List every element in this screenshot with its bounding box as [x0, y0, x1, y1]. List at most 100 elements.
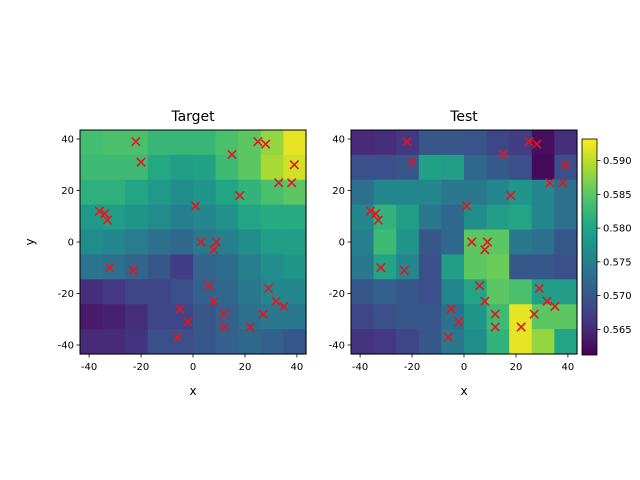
test-heatmap-cell — [396, 279, 420, 305]
target-heatmap-cell — [80, 229, 104, 256]
test-title: Test — [449, 109, 478, 125]
test-heatmap-cell — [441, 279, 465, 305]
target-heatmap-cell — [170, 204, 194, 231]
target-heatmap-cell — [283, 329, 307, 355]
test-sample-marker — [516, 322, 526, 332]
test-heatmap-cell — [351, 254, 375, 280]
colorbar-tick-label: 0.590 — [603, 156, 632, 167]
target-x-tick-label: 40 — [291, 362, 304, 373]
test-heatmap-cell — [531, 154, 555, 181]
target-sample-marker — [219, 322, 229, 332]
test-heatmap-cell — [464, 229, 488, 256]
target-sample-marker — [183, 317, 193, 327]
test-heatmap-cell — [464, 254, 488, 280]
colorbar-gradient — [581, 138, 598, 356]
target-sample-marker — [131, 136, 141, 147]
target-sample-marker — [227, 149, 237, 160]
target-sample-marker — [203, 281, 214, 291]
target-heatmap-cell — [238, 130, 262, 156]
test-heatmap-cell — [373, 254, 397, 280]
target-heatmap-cell — [80, 304, 104, 330]
target-heatmap-cell — [283, 279, 307, 305]
test-sample-marker — [376, 262, 386, 273]
target-heatmap-cell — [238, 229, 262, 256]
colorbar-tick-label: 0.565 — [603, 325, 632, 336]
target-sample-marker — [271, 296, 281, 306]
target-x-tick-label: 0 — [190, 362, 196, 373]
target-sample-marker — [245, 322, 255, 332]
test-heatmap-cell — [531, 254, 555, 280]
test-heatmap-cell — [418, 279, 442, 305]
test-heatmap-cell — [509, 329, 533, 355]
test-heatmap-cell — [554, 304, 578, 330]
test-heatmap-cell — [554, 154, 578, 181]
target-heatmap-cell — [170, 130, 194, 156]
target-heatmap-cell — [125, 279, 149, 305]
target-heatmap-cell — [102, 154, 126, 181]
test-sample-marker — [490, 322, 500, 332]
test-heatmap-cell — [351, 279, 375, 305]
test-heatmap-cell — [441, 229, 465, 256]
target-heatmap-cell — [283, 130, 307, 156]
test-heatmap-cell — [509, 130, 533, 156]
target-heatmap-cell — [283, 179, 307, 206]
target-heatmap-cell — [80, 279, 104, 305]
target-y-tick-label: -40 — [58, 341, 74, 352]
target-heatmap-cell — [147, 229, 171, 256]
test-heatmap-cell — [531, 130, 555, 156]
target-sample-marker — [260, 139, 271, 149]
test-heatmap-cell — [373, 204, 397, 231]
target-heatmap-cell — [125, 304, 149, 330]
test-x-tick-label: -20 — [404, 362, 420, 373]
target-heatmap-cell — [80, 204, 104, 231]
test-sample-marker — [461, 201, 472, 211]
test-heatmap-cell — [509, 204, 533, 231]
target-heatmap-cell — [283, 254, 307, 280]
target-heatmap-cell — [193, 130, 217, 156]
test-sample-marker — [498, 149, 508, 160]
test-sample-marker — [474, 281, 485, 291]
target-sample-marker — [175, 304, 185, 314]
target-sample-marker — [263, 283, 274, 294]
target-heatmap-cell — [102, 130, 126, 156]
test-heatmap-cell — [531, 304, 555, 330]
test-heatmap-cell — [464, 154, 488, 181]
target-heatmap-cell — [170, 154, 194, 181]
target-sample-marker — [172, 332, 183, 343]
test-heatmap-cell — [373, 279, 397, 305]
test-sample-marker — [373, 215, 384, 225]
target-heatmap-cell — [193, 329, 217, 355]
target-heatmap-cell — [215, 329, 239, 355]
target-heatmap-cell — [170, 254, 194, 280]
test-heatmap-cell — [509, 229, 533, 256]
colorbar-tick-label: 0.570 — [603, 291, 632, 302]
target-heatmap-cell — [260, 254, 284, 280]
test-heatmap-cell — [509, 179, 533, 206]
test-sample-marker — [490, 309, 500, 319]
target-heatmap-cell — [283, 229, 307, 256]
test-plot: Test x -40 -20 0 20 40 -40 -20 0 20 40 — [329, 109, 578, 398]
test-heatmap-cell — [486, 254, 510, 280]
test-heatmap-cell — [396, 179, 420, 206]
target-heatmap-cell — [260, 130, 284, 156]
test-heatmap-cell — [486, 130, 510, 156]
colorbar: 0.565 0.570 0.575 0.580 0.585 0.590 — [581, 138, 632, 356]
test-heatmap-cell — [418, 254, 442, 280]
target-sample-marker — [136, 157, 146, 167]
target-sample-marker — [209, 296, 219, 306]
test-heatmap-cell — [351, 329, 375, 355]
target-heatmap-cell — [215, 130, 239, 156]
test-heatmap-cell — [418, 154, 442, 181]
test-sample-marker — [482, 237, 493, 247]
test-heatmap-cell — [554, 254, 578, 280]
colorbar-tick-label: 0.585 — [603, 190, 632, 201]
target-heatmap-cell — [147, 130, 171, 156]
test-heatmap-cell — [418, 179, 442, 206]
test-heatmap-cell — [351, 229, 375, 256]
test-sample-marker — [534, 283, 545, 294]
target-heatmap-cell — [215, 279, 239, 305]
test-heatmap-cell — [418, 329, 442, 355]
target-heatmap-cell — [193, 154, 217, 181]
target-heatmap-cell — [147, 179, 171, 206]
test-heatmap-cell — [441, 254, 465, 280]
